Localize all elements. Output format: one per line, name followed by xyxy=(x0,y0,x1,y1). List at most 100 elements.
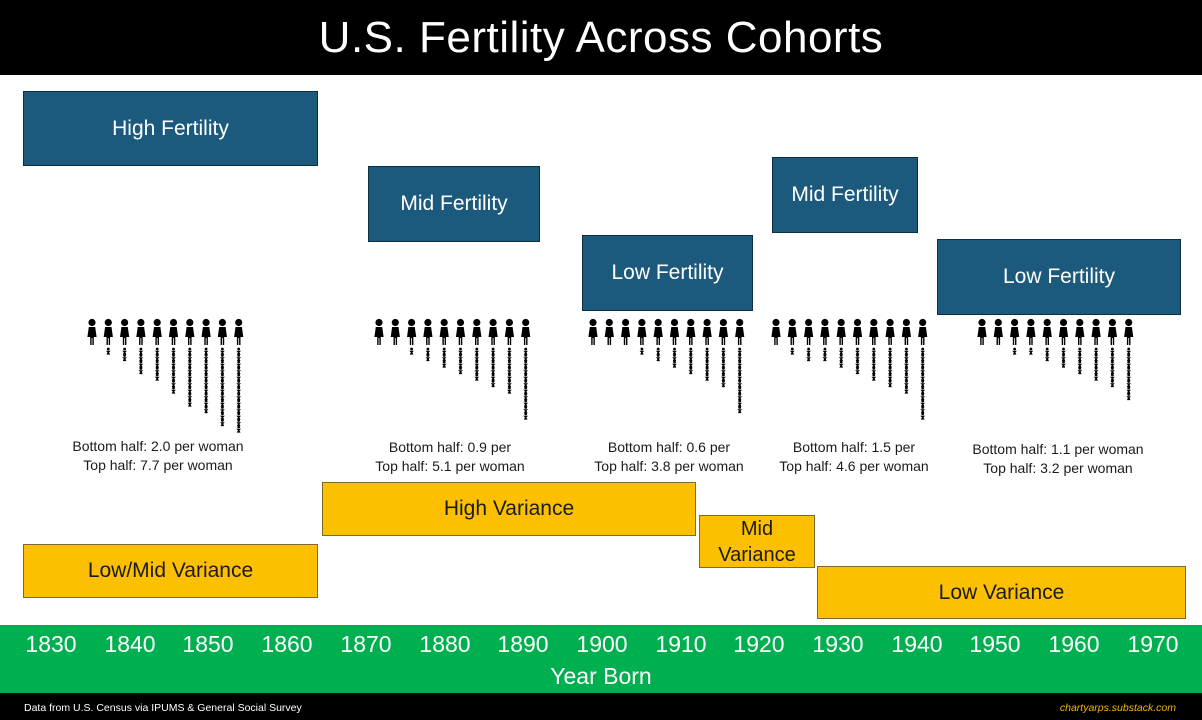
cohort-stats-1900s: Bottom half: 0.6 per Top half: 3.8 per w… xyxy=(569,438,769,476)
child-figure xyxy=(138,347,144,355)
woman-figure xyxy=(771,318,781,345)
child-figure xyxy=(871,360,877,368)
woman-figure xyxy=(804,318,814,345)
axis-tick: 1900 xyxy=(576,631,628,657)
woman-figure xyxy=(374,318,384,345)
child-figure xyxy=(236,367,242,375)
child-figure xyxy=(187,393,193,401)
child-figure xyxy=(507,347,512,355)
child-figure xyxy=(523,406,529,414)
child-figure xyxy=(203,399,209,407)
child-figure xyxy=(203,354,209,362)
child-figure xyxy=(220,360,225,368)
child-figure xyxy=(507,360,512,368)
child-figure xyxy=(490,347,496,355)
child-figure xyxy=(171,373,176,381)
child-figure xyxy=(409,347,414,355)
child-figure xyxy=(737,380,743,388)
child-figure xyxy=(688,354,694,362)
axis-tick: 1960 xyxy=(1048,631,1100,657)
child-figure xyxy=(1093,360,1099,368)
child-figure xyxy=(187,386,193,394)
child-figure xyxy=(721,373,726,381)
child-figure xyxy=(920,360,926,368)
child-figure xyxy=(187,367,193,375)
child-figure xyxy=(789,347,795,355)
child-figure xyxy=(904,386,909,394)
stat-top-half: Top half: 3.8 per woman xyxy=(594,458,744,474)
child-figure xyxy=(855,354,860,362)
child-figure xyxy=(1061,347,1066,355)
child-figure xyxy=(1126,367,1132,375)
cohort-stats-1870s: Bottom half: 0.9 per Top half: 5.1 per w… xyxy=(350,438,550,476)
child-figure xyxy=(672,360,677,368)
year-axis: 1830 1840 1850 1860 1870 1880 1890 1900 … xyxy=(0,625,1202,693)
child-figure xyxy=(187,380,193,388)
child-figure xyxy=(1093,347,1099,355)
child-figure xyxy=(904,354,909,362)
child-figure xyxy=(122,347,127,355)
child-figure xyxy=(737,386,743,394)
child-figure xyxy=(1044,354,1050,362)
axis-tick: 1930 xyxy=(812,631,864,657)
child-figure xyxy=(220,393,225,401)
woman-figure xyxy=(407,318,417,345)
child-figure xyxy=(1126,393,1132,401)
child-figure xyxy=(1126,354,1132,362)
child-figure xyxy=(855,360,860,368)
woman-figure xyxy=(993,318,1003,345)
child-figure xyxy=(236,425,242,433)
child-figure xyxy=(458,347,463,355)
child-figure xyxy=(220,406,225,414)
child-figure xyxy=(203,347,209,355)
child-figure xyxy=(523,386,529,394)
woman-figure xyxy=(977,318,987,345)
child-figure xyxy=(887,354,893,362)
child-figure xyxy=(523,399,529,407)
child-figure xyxy=(920,393,926,401)
child-figure xyxy=(425,354,431,362)
child-figure xyxy=(154,373,160,381)
child-figure xyxy=(887,373,893,381)
child-figure xyxy=(655,354,661,362)
child-figure xyxy=(236,399,242,407)
fertility-box-low-1: Low Fertility xyxy=(582,235,753,311)
cohort-figures-1870s xyxy=(374,318,531,420)
child-figure xyxy=(887,347,893,355)
woman-figure xyxy=(901,318,911,345)
stat-top-half: Top half: 4.6 per woman xyxy=(779,458,929,474)
woman-figure xyxy=(869,318,879,345)
woman-figure xyxy=(504,318,514,345)
child-figure xyxy=(688,347,694,355)
stat-top-half: Top half: 5.1 per woman xyxy=(375,458,525,474)
child-figure xyxy=(855,347,860,355)
child-figure xyxy=(138,367,144,375)
child-figure xyxy=(474,347,480,355)
child-figure xyxy=(236,406,242,414)
child-figure xyxy=(187,347,193,355)
child-figure xyxy=(920,367,926,375)
child-figure xyxy=(838,354,844,362)
child-figure xyxy=(737,354,743,362)
child-figure xyxy=(236,412,242,420)
child-figure xyxy=(737,399,743,407)
child-figure xyxy=(220,419,225,427)
child-figure xyxy=(523,347,529,355)
child-figure xyxy=(474,373,480,381)
child-figure xyxy=(838,347,844,355)
child-figure xyxy=(1077,367,1083,375)
child-figure xyxy=(904,367,909,375)
woman-figure xyxy=(1026,318,1036,345)
woman-figure xyxy=(103,318,113,345)
child-figure xyxy=(1044,347,1050,355)
child-figure xyxy=(523,380,529,388)
child-figure xyxy=(887,360,893,368)
axis-tick: 1920 xyxy=(733,631,785,657)
child-figure xyxy=(523,412,529,420)
child-figure xyxy=(507,373,512,381)
child-figure xyxy=(523,367,529,375)
child-figure xyxy=(1110,360,1115,368)
woman-figure xyxy=(588,318,598,345)
child-figure xyxy=(887,367,893,375)
child-figure xyxy=(1126,386,1132,394)
